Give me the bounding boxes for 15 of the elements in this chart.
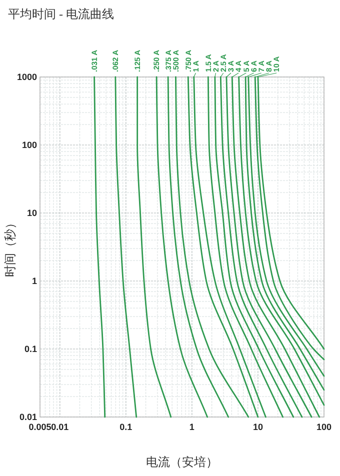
x-tick-label: 0.01: [51, 422, 69, 432]
x-axis-title: 电流（安培）: [146, 455, 218, 469]
x-tick-label: 0.005: [28, 422, 52, 432]
y-tick-label: 100: [22, 140, 37, 150]
x-tick-label: 100: [316, 422, 332, 432]
x-tick-label: 0.1: [120, 422, 132, 432]
x-tick-label: 1: [189, 422, 194, 432]
chart-title: 平均时间 - 电流曲线: [8, 7, 114, 21]
y-tick-label: 10: [26, 208, 37, 218]
y-tick-label: 1000: [16, 72, 37, 82]
x-tick-label: 10: [252, 422, 263, 432]
y-tick-label: 0.1: [24, 344, 37, 354]
y-tick-label: 1: [32, 276, 37, 286]
y-axis-title: 时间（秒）: [3, 217, 17, 277]
y-tick-label: 0.01: [19, 412, 37, 422]
